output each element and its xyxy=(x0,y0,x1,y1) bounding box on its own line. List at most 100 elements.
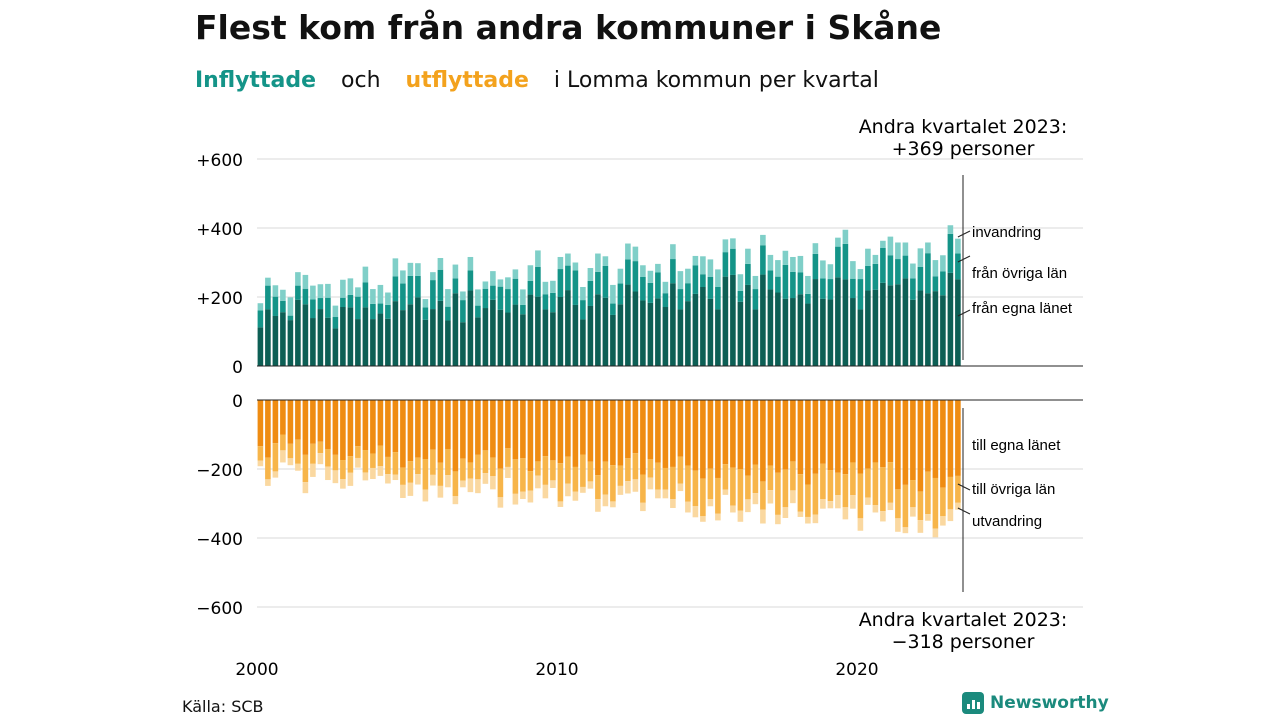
bar-in-ovriga-11 xyxy=(340,297,346,308)
bar-out-utvandring-75 xyxy=(820,499,826,509)
bar-out-egna-78 xyxy=(842,400,849,475)
bar-in-egna-4 xyxy=(287,320,294,366)
bar-out-ovriga-63 xyxy=(730,467,736,506)
bar-in-ovriga-52 xyxy=(647,282,654,303)
bar-in-egna-91 xyxy=(940,295,946,366)
bar-in-egna-67 xyxy=(760,274,766,366)
bar-out-ovriga-55 xyxy=(670,466,676,500)
bar-in-egna-26 xyxy=(452,293,459,366)
bar-out-egna-61 xyxy=(715,400,721,478)
bar-out-ovriga-15 xyxy=(370,453,376,468)
bar-in-egna-57 xyxy=(685,301,691,366)
bar-in-invandring-75 xyxy=(820,260,826,279)
bar-in-ovriga-70 xyxy=(782,264,789,299)
bar-out-ovriga-7 xyxy=(310,443,316,464)
bar-out-ovriga-27 xyxy=(460,458,466,481)
bar-in-egna-77 xyxy=(835,277,841,366)
bar-out-egna-81 xyxy=(865,400,871,469)
bar-out-ovriga-54 xyxy=(662,467,669,490)
bar-out-utvandring-72 xyxy=(797,511,804,517)
bar-out-utvandring-77 xyxy=(835,495,841,509)
bar-out-utvandring-56 xyxy=(677,483,684,492)
bar-in-invandring-81 xyxy=(865,248,871,266)
bar-out-egna-27 xyxy=(460,400,466,459)
bar-out-egna-89 xyxy=(925,400,931,472)
bar-out-ovriga-74 xyxy=(812,473,819,515)
bar-out-egna-38 xyxy=(542,400,549,457)
bar-out-utvandring-20 xyxy=(407,482,414,496)
brand-logo[interactable]: Newsworthy xyxy=(962,692,1109,714)
x-tick-2010: 2010 xyxy=(535,660,578,680)
bar-in-ovriga-67 xyxy=(760,245,766,275)
bar-out-ovriga-64 xyxy=(737,469,744,511)
bar-out-utvandring-76 xyxy=(827,501,834,509)
bar-in-egna-28 xyxy=(467,290,474,366)
bar-in-ovriga-19 xyxy=(400,283,406,311)
bar-out-egna-72 xyxy=(797,400,804,475)
bar-out-egna-41 xyxy=(565,400,571,457)
bar-out-egna-5 xyxy=(295,400,301,440)
bar-in-egna-48 xyxy=(617,304,624,366)
bar-in-ovriga-44 xyxy=(587,280,594,306)
bar-out-egna-8 xyxy=(317,400,324,442)
bar-out-egna-39 xyxy=(550,400,556,461)
bar-out-utvandring-25 xyxy=(445,475,451,488)
bar-in-egna-70 xyxy=(782,298,789,366)
bar-out-egna-76 xyxy=(827,400,834,471)
bar-out-ovriga-91 xyxy=(940,487,946,517)
bar-out-utvandring-62 xyxy=(722,489,729,495)
bar-out-utvandring-61 xyxy=(715,513,721,521)
bar-in-ovriga-17 xyxy=(385,304,391,319)
bar-out-utvandring-17 xyxy=(385,474,391,484)
bar-in-ovriga-42 xyxy=(572,270,579,305)
bar-in-invandring-34 xyxy=(512,269,519,279)
bar-out-utvandring-18 xyxy=(392,474,399,481)
bar-in-egna-10 xyxy=(332,328,339,366)
bar-in-egna-2 xyxy=(272,315,279,366)
bar-in-egna-89 xyxy=(925,293,931,366)
bar-in-egna-88 xyxy=(917,290,924,366)
bar-in-invandring-40 xyxy=(557,256,564,270)
bar-out-ovriga-1 xyxy=(265,457,271,480)
bar-in-egna-59 xyxy=(700,286,706,366)
bar-out-egna-2 xyxy=(272,400,279,444)
bar-out-ovriga-11 xyxy=(340,460,346,480)
bar-out-utvandring-10 xyxy=(332,470,339,484)
bar-out-utvandring-48 xyxy=(617,485,624,495)
bar-in-invandring-48 xyxy=(617,268,624,284)
bar-out-egna-15 xyxy=(370,400,376,454)
bar-out-utvandring-87 xyxy=(910,507,916,517)
bar-out-utvandring-74 xyxy=(812,514,819,524)
bar-out-ovriga-77 xyxy=(835,472,841,496)
bar-out-egna-87 xyxy=(910,400,916,481)
bar-in-invandring-67 xyxy=(760,234,766,246)
bar-out-utvandring-30 xyxy=(482,473,489,484)
bar-out-egna-17 xyxy=(385,400,391,457)
x-tick-2020: 2020 xyxy=(835,660,878,680)
bar-out-ovriga-66 xyxy=(752,464,759,494)
bar-out-ovriga-37 xyxy=(535,461,541,476)
bar-out-egna-70 xyxy=(782,400,789,470)
bar-in-ovriga-34 xyxy=(512,278,519,305)
bar-out-egna-82 xyxy=(872,400,879,463)
bar-in-ovriga-79 xyxy=(850,278,856,299)
gridlines xyxy=(257,158,1083,608)
label-till-ovriga-lan: till övriga län xyxy=(972,481,1055,498)
bar-in-egna-85 xyxy=(895,284,901,366)
bar-in-invandring-33 xyxy=(505,277,511,290)
bar-in-invandring-71 xyxy=(790,256,796,272)
bar-out-utvandring-50 xyxy=(632,479,639,492)
bar-in-egna-18 xyxy=(392,301,399,366)
bar-in-invandring-64 xyxy=(737,274,744,291)
outflow-bars xyxy=(257,400,961,538)
bar-in-ovriga-62 xyxy=(722,252,729,277)
bar-in-invandring-21 xyxy=(415,263,421,276)
bar-in-ovriga-75 xyxy=(820,278,826,299)
bar-in-invandring-6 xyxy=(302,274,309,289)
bar-in-ovriga-85 xyxy=(895,259,901,285)
bar-out-ovriga-86 xyxy=(902,484,909,528)
bar-out-egna-68 xyxy=(767,400,774,466)
bar-in-invandring-76 xyxy=(827,264,834,280)
bar-out-utvandring-63 xyxy=(730,505,736,513)
bar-out-ovriga-8 xyxy=(317,441,324,454)
